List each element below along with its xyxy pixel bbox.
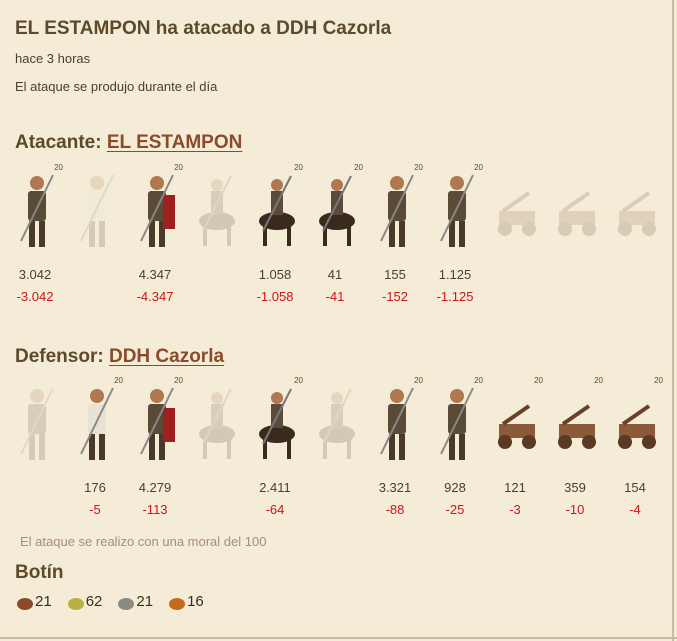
attacker-unit — [605, 163, 665, 313]
unit-count: 121 — [504, 480, 526, 495]
loot-value: 62 — [85, 593, 103, 610]
loot-item: 21 — [116, 593, 153, 611]
attacker-unit — [65, 163, 125, 313]
defender-units: 20 176 -5 20 4.279 -113 20 2.411 -64 20 3.321 -88 20… — [5, 376, 675, 526]
unit-level: 20 — [474, 163, 483, 172]
unit-loss: -3 — [509, 502, 521, 517]
unit-level: 20 — [474, 376, 483, 385]
unit-count: 154 — [624, 480, 646, 495]
unit-level: 20 — [114, 376, 123, 385]
unit-count: 3.042 — [18, 267, 52, 282]
unit-level: 20 — [534, 376, 543, 385]
unit-loss: -41 — [325, 289, 345, 304]
unit-count: 359 — [564, 480, 586, 495]
attacker-unit: 20 155 -152 — [365, 163, 425, 313]
food-icon — [66, 593, 86, 611]
moral-text: El ataque se realizo con una moral del 1… — [20, 534, 267, 549]
unit-loss: -4.347 — [136, 289, 174, 304]
defender-unit: 20 154 -4 — [605, 376, 665, 526]
attacker-unit — [185, 163, 245, 313]
defender-unit — [5, 376, 65, 526]
defender-unit — [305, 376, 365, 526]
unit-count: 41 — [327, 267, 343, 282]
loot-value: 21 — [136, 593, 154, 610]
unit-level: 20 — [414, 376, 423, 385]
report-title: EL ESTAMPON ha atacado a DDH Cazorla — [15, 18, 392, 39]
unit-level: 20 — [174, 376, 183, 385]
unit-level: 20 — [294, 163, 303, 172]
defender-unit: 20 2.411 -64 — [245, 376, 305, 526]
attacker-unit: 20 1.125 -1.125 — [425, 163, 485, 313]
unit-loss: -10 — [565, 502, 585, 517]
unit-loss: -88 — [385, 502, 405, 517]
report-daytime: El ataque se produjo durante el día — [15, 79, 218, 94]
loot-item: 21 — [15, 593, 52, 611]
attacker-unit: 20 4.347 -4.347 — [125, 163, 185, 313]
unit-level: 20 — [654, 376, 663, 385]
unit-loss: -4 — [629, 502, 641, 517]
unit-level: 20 — [354, 163, 363, 172]
attacker-heading: Atacante: EL ESTAMPON — [15, 132, 242, 154]
loot-value: 16 — [187, 593, 204, 610]
unit-level: 20 — [594, 376, 603, 385]
ore-icon — [167, 593, 187, 611]
attacker-unit — [545, 163, 605, 313]
defender-unit: 20 4.279 -113 — [125, 376, 185, 526]
unit-level: 20 — [174, 163, 183, 172]
attacker-unit: 20 41 -41 — [305, 163, 365, 313]
loot-item: 16 — [167, 593, 204, 611]
unit-loss: -152 — [381, 289, 409, 304]
attacker-label: Atacante: — [15, 132, 102, 153]
unit-count: 2.411 — [259, 480, 291, 495]
unit-loss: -64 — [265, 502, 285, 517]
defender-unit: 20 928 -25 — [425, 376, 485, 526]
unit-loss: -25 — [445, 502, 465, 517]
attacker-unit: 20 3.042 -3.042 — [5, 163, 65, 313]
attacker-unit — [485, 163, 545, 313]
attacker-units: 20 3.042 -3.042 20 4.347 -4.347 20 1.058 -1.058 2… — [5, 163, 675, 313]
defender-unit: 20 359 -10 — [545, 376, 605, 526]
defender-link[interactable]: DDH Cazorla — [108, 346, 225, 367]
loot-item: 62 — [66, 593, 103, 611]
unit-level: 20 — [294, 376, 303, 385]
stone-icon — [116, 593, 136, 611]
unit-count: 155 — [384, 267, 406, 282]
loot-heading: Botín — [15, 562, 64, 583]
unit-count: 1.058 — [258, 267, 292, 282]
unit-level: 20 — [54, 163, 63, 172]
loot-value: 21 — [35, 593, 52, 610]
wood-icon — [15, 593, 35, 611]
unit-count: 176 — [84, 480, 106, 495]
defender-label: Defensor: — [15, 346, 104, 367]
defender-unit — [185, 376, 245, 526]
unit-loss: -3.042 — [16, 289, 54, 304]
unit-level: 20 — [414, 163, 423, 172]
defender-heading: Defensor: DDH Cazorla — [15, 346, 224, 368]
unit-count: 3.321 — [378, 480, 412, 495]
unit-count: 4.347 — [138, 267, 172, 282]
defender-unit: 20 3.321 -88 — [365, 376, 425, 526]
unit-loss: -5 — [89, 502, 101, 517]
unit-loss: -113 — [142, 502, 168, 517]
unit-count: 928 — [444, 480, 466, 495]
attacker-link[interactable]: EL ESTAMPON — [106, 132, 243, 153]
unit-loss: -1.058 — [256, 289, 294, 304]
report-time: hace 3 horas — [15, 51, 91, 66]
attacker-unit: 20 1.058 -1.058 — [245, 163, 305, 313]
defender-unit: 20 176 -5 — [65, 376, 125, 526]
loot-list: 21 62 21 16 — [15, 593, 204, 611]
unit-count: 1.125 — [438, 267, 472, 282]
unit-count: 4.279 — [138, 480, 172, 495]
unit-loss: -1.125 — [436, 289, 474, 304]
defender-unit: 20 121 -3 — [485, 376, 545, 526]
